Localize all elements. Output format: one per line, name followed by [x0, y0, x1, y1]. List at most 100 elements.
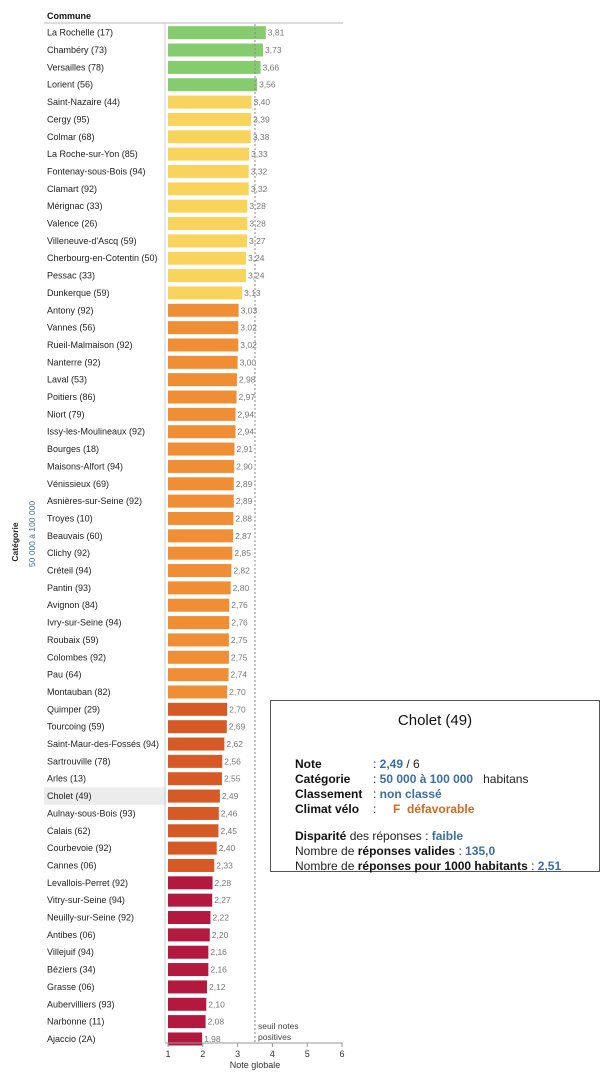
- bar-label: Grasse (06): [47, 982, 95, 992]
- bar[interactable]: [168, 390, 237, 404]
- bar[interactable]: [168, 425, 236, 439]
- bar-label: Créteil (94): [47, 566, 92, 576]
- bar[interactable]: [168, 928, 210, 942]
- bar[interactable]: [168, 234, 247, 248]
- bar[interactable]: [168, 702, 228, 716]
- bar[interactable]: [168, 685, 228, 699]
- value-label: 3,33: [251, 149, 268, 159]
- bar-label: Pantin (93): [47, 583, 91, 593]
- bar[interactable]: [168, 841, 217, 855]
- bar-label: Vitry-sur-Seine (94): [47, 895, 125, 905]
- bar[interactable]: [168, 1015, 206, 1029]
- bar[interactable]: [168, 251, 246, 265]
- bar-label: Ivry-sur-Seine (94): [47, 618, 122, 628]
- tooltip-classement-row: Classement: non classé: [295, 787, 442, 801]
- bar[interactable]: [168, 43, 264, 57]
- bar[interactable]: [168, 321, 239, 335]
- bar-label: Levallois-Perret (92): [47, 878, 128, 888]
- bar-label: Tourcoing (59): [47, 722, 105, 732]
- bar[interactable]: [168, 95, 252, 109]
- bar[interactable]: [168, 511, 234, 525]
- value-label: 2,82: [233, 566, 250, 576]
- bar[interactable]: [168, 286, 243, 300]
- bar-label: Vénissieux (69): [47, 479, 109, 489]
- bar[interactable]: [168, 303, 239, 317]
- bar-label: Saint-Nazaire (44): [47, 97, 120, 107]
- bar[interactable]: [168, 26, 266, 40]
- value-label: 2,80: [233, 583, 250, 593]
- bar[interactable]: [168, 963, 209, 977]
- bar-label: Calais (62): [47, 826, 91, 836]
- bar[interactable]: [168, 772, 222, 786]
- bar[interactable]: [168, 477, 234, 491]
- tooltip-categorie-row: Catégorie: 50 000 à 100 000 habitans: [295, 772, 529, 786]
- bar[interactable]: [168, 564, 232, 578]
- tooltip-reponses-bold: réponses valides: [357, 844, 456, 858]
- bar[interactable]: [168, 355, 238, 369]
- bar[interactable]: [168, 633, 229, 647]
- bar[interactable]: [168, 338, 239, 352]
- bar[interactable]: [168, 373, 237, 387]
- bar[interactable]: [168, 269, 246, 283]
- value-label: 2,97: [239, 392, 256, 402]
- tooltip-classement-value: non classé: [379, 787, 442, 801]
- bar-label: Versailles (78): [47, 62, 104, 72]
- bar[interactable]: [168, 598, 230, 612]
- category-value: 50 000 à 100 000: [27, 501, 37, 567]
- value-label: 2,28: [215, 878, 232, 888]
- value-label: 3,00: [240, 357, 257, 367]
- bar[interactable]: [168, 824, 219, 838]
- bar[interactable]: [168, 754, 223, 768]
- value-label: 3,27: [249, 236, 266, 246]
- bar[interactable]: [168, 650, 229, 664]
- bar[interactable]: [168, 581, 231, 595]
- bar[interactable]: [168, 494, 234, 508]
- bar-label: Villeneuve-d'Ascq (59): [47, 236, 137, 246]
- value-label: 2,20: [212, 930, 229, 940]
- bar[interactable]: [168, 164, 249, 178]
- tooltip-reponses-value: 135,0: [465, 844, 496, 858]
- tooltip-categorie-unit: habitans: [483, 772, 529, 786]
- value-label: 2,16: [210, 947, 227, 957]
- bar[interactable]: [168, 147, 250, 161]
- bar[interactable]: [168, 720, 227, 734]
- bar[interactable]: [168, 980, 207, 994]
- bar[interactable]: [168, 112, 252, 126]
- bar[interactable]: [168, 182, 249, 196]
- bar[interactable]: [168, 876, 213, 890]
- bar[interactable]: [168, 217, 248, 231]
- bar[interactable]: [168, 199, 248, 213]
- bar[interactable]: [168, 529, 234, 543]
- bar-label: Vannes (56): [47, 323, 95, 333]
- bar[interactable]: [168, 78, 258, 92]
- bar[interactable]: [168, 668, 229, 682]
- bar[interactable]: [168, 911, 211, 925]
- bar-label: Neuilly-sur-Seine (92): [47, 913, 134, 923]
- value-label: 3,03: [241, 305, 258, 315]
- bar[interactable]: [168, 459, 235, 473]
- value-label: 2,76: [231, 618, 248, 628]
- bar[interactable]: [168, 130, 251, 144]
- value-label: 2,98: [239, 375, 256, 385]
- bar[interactable]: [168, 407, 236, 421]
- bar[interactable]: [168, 737, 225, 751]
- bar[interactable]: [168, 806, 219, 820]
- highlight-row: [44, 787, 166, 805]
- bar[interactable]: [168, 442, 235, 456]
- tooltip-note-label: Note: [295, 757, 322, 771]
- bar[interactable]: [168, 789, 220, 803]
- bar[interactable]: [168, 945, 209, 959]
- threshold-label-line1: seuil notes: [258, 1021, 299, 1031]
- bar-label: Lorient (56): [47, 80, 93, 90]
- x-tick-label: 2: [200, 1049, 205, 1059]
- tooltip-note-row: Note: 2,49 / 6: [295, 757, 420, 771]
- bar[interactable]: [168, 1032, 203, 1046]
- value-label: 2,94: [238, 409, 255, 419]
- bar[interactable]: [168, 893, 213, 907]
- bar[interactable]: [168, 616, 230, 630]
- bar[interactable]: [168, 546, 233, 560]
- bar[interactable]: [168, 60, 261, 74]
- bar[interactable]: [168, 997, 207, 1011]
- bar[interactable]: [168, 858, 215, 872]
- tooltip-reponses1000-value: 2,51: [537, 859, 562, 873]
